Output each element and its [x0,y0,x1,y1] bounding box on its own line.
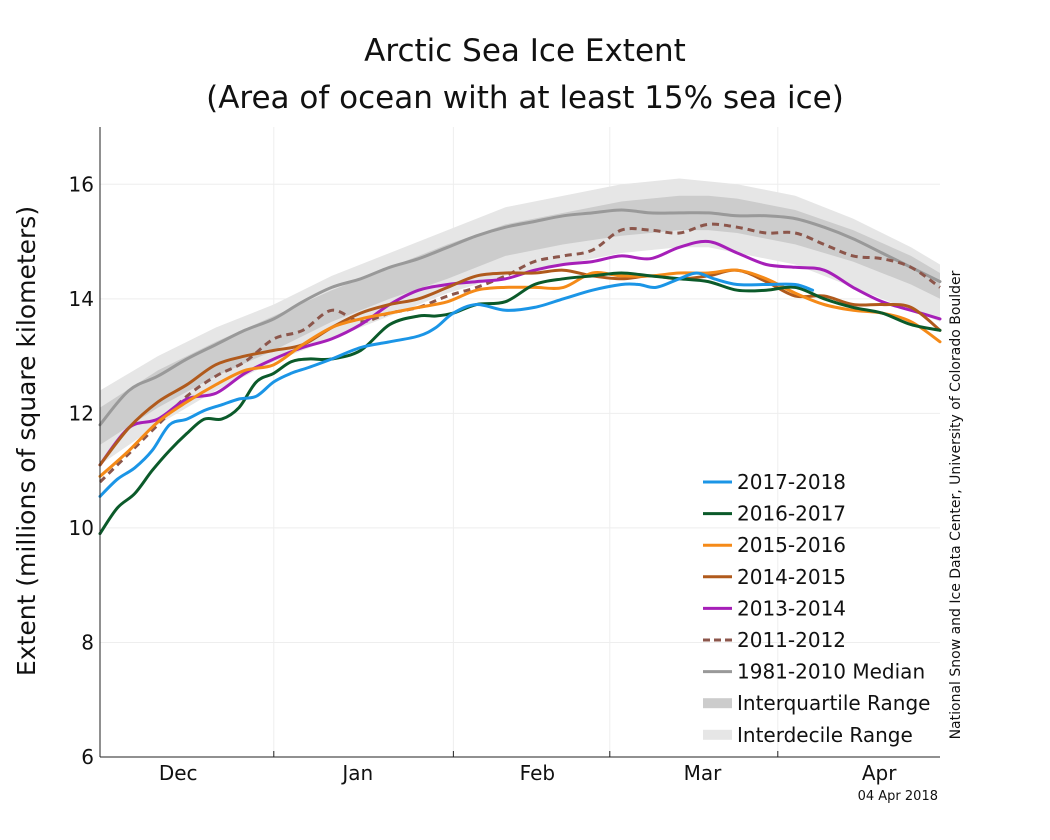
chart-title: Arctic Sea Ice Extent [364,33,686,69]
x-tick-label: Dec [159,761,198,785]
y-tick-label: 10 [69,516,94,540]
date-stamp: 04 Apr 2018 [858,789,938,804]
legend-label: 2015-2016 [737,533,846,557]
series-line-2011-2012 [98,222,941,484]
legend-label: 2016-2017 [737,502,846,526]
x-tick-label: Feb [520,761,555,785]
range-bands [100,178,940,465]
legend-label: Interquartile Range [737,691,930,715]
y-axis-label: Extent (millions of square kilometers) [12,206,41,676]
axes [99,127,940,758]
y-tick-label: 12 [69,401,94,425]
legend-item: 2014-2015 [703,565,846,589]
legend-item: 2011-2012 [703,628,846,652]
series-line-2014-2015 [98,268,942,467]
legend-label: 2017-2018 [737,470,846,494]
legend-item: 2016-2017 [703,502,846,526]
series-line-2017-2018 [98,271,815,498]
interquartile-band [100,195,940,445]
series-line-2013-2014 [98,239,942,467]
chart-subtitle: (Area of ocean with at least 15% sea ice… [206,80,844,116]
y-tick-label: 16 [69,172,94,196]
y-tick-label: 14 [69,287,94,311]
credit-text: National Snow and Ice Data Center, Unive… [948,270,964,739]
legend-item: 2017-2018 [703,470,846,494]
x-tick-label: Jan [340,761,373,785]
legend-label: Interdecile Range [737,723,913,747]
x-tick-label: Mar [684,761,723,785]
legend-label: 2011-2012 [737,628,846,652]
x-tick-label: Apr [862,761,897,785]
legend-label: 2014-2015 [737,565,846,589]
legend: 2017-2018 2016-2017 2015-2016 2014-2015 2013… [703,470,930,747]
series-lines [98,208,942,536]
series-line-2016-2017 [98,271,942,536]
legend-label: 2013-2014 [737,596,846,620]
legend-label: 1981-2010 Median [737,660,925,684]
y-tick-label: 8 [81,630,94,654]
x-tick-labels: Dec Jan Feb Mar Apr [159,761,897,785]
y-tick-labels: 6 8 10 12 14 16 [69,172,94,769]
legend-item: Interdecile Range [703,723,913,747]
legend-item: 2013-2014 [703,596,846,620]
legend-swatch [703,729,732,740]
legend-item: Interquartile Range [703,691,930,715]
legend-swatch [703,698,732,709]
series-line-1981-2010-median [98,208,942,427]
legend-item: 2015-2016 [703,533,846,557]
y-tick-label: 6 [81,745,94,769]
legend-item: 1981-2010 Median [703,660,925,684]
series-line-2015-2016 [98,268,942,478]
